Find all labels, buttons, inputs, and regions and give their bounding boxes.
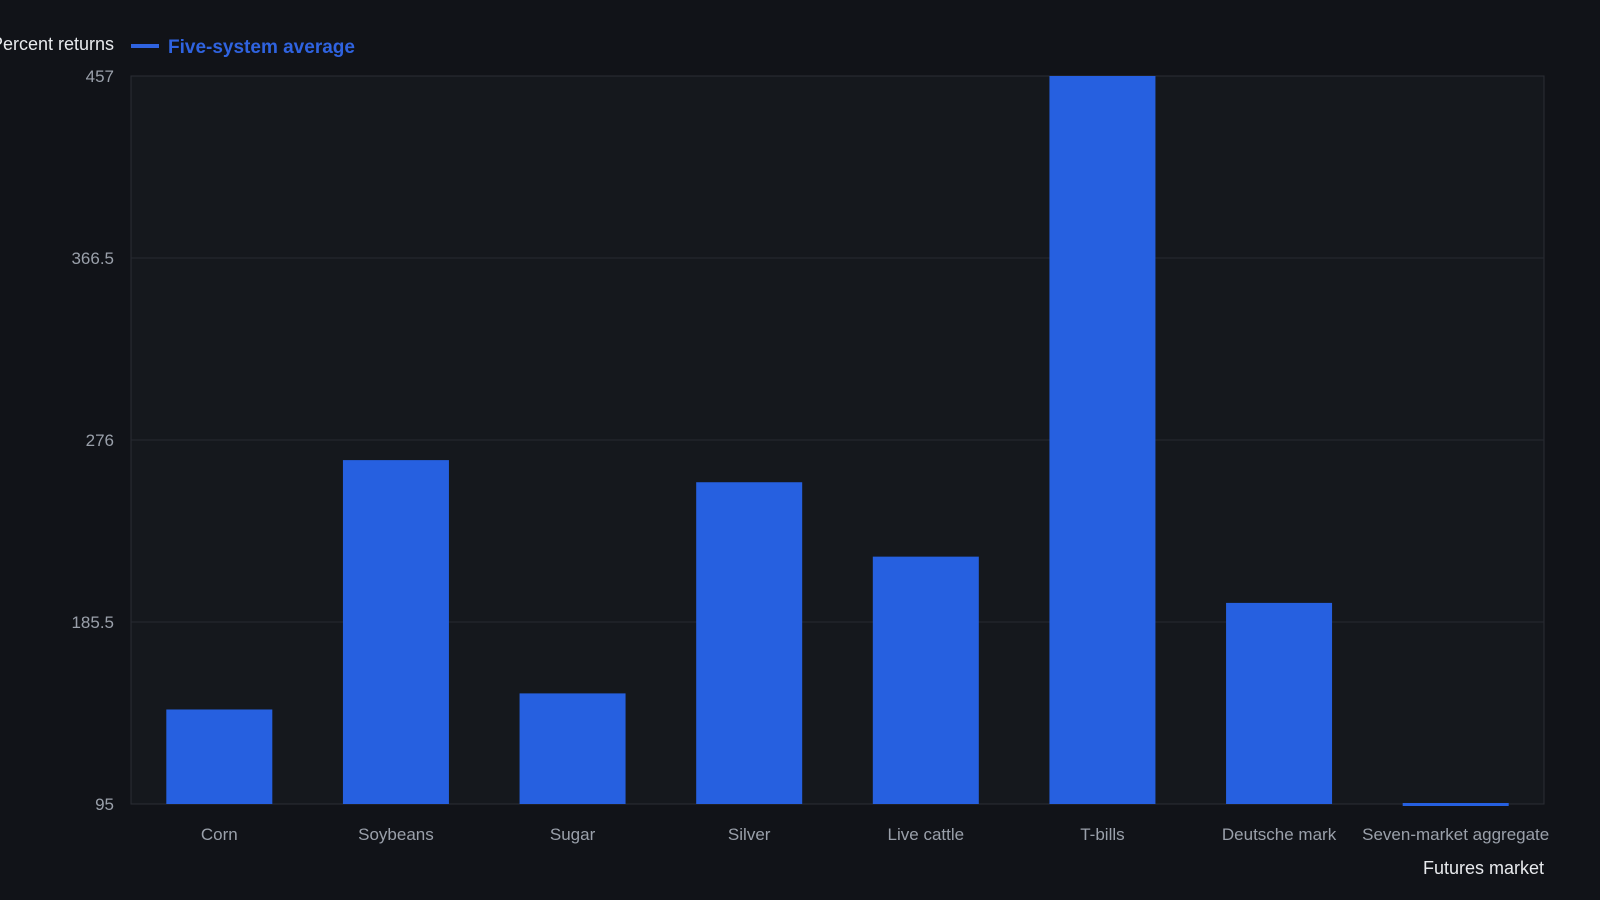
bar-silver[interactable]: [696, 482, 803, 804]
x-category-label: Soybeans: [358, 825, 434, 844]
y-axis-title: Percent returns: [0, 34, 114, 54]
bars: [166, 76, 1509, 806]
y-tick-label: 276: [86, 431, 114, 450]
x-category-label: Live cattle: [888, 825, 965, 844]
bar-corn[interactable]: [166, 709, 273, 804]
x-category-label: Sugar: [550, 825, 596, 844]
x-category-label: Silver: [728, 825, 771, 844]
y-tick-label: 95: [95, 795, 114, 814]
x-category-label: T-bills: [1080, 825, 1124, 844]
x-axis-title: Futures market: [1423, 858, 1544, 878]
bar-t-bills[interactable]: [1049, 76, 1156, 804]
bar-seven-market-aggregate[interactable]: [1402, 803, 1509, 806]
bar-soybeans[interactable]: [342, 460, 449, 804]
legend[interactable]: Five-system average: [131, 37, 355, 58]
x-category-labels: Corn Soybeans Sugar Silver Live cattle T-bill…: [201, 825, 1549, 844]
y-tick-labels: 95 185.5 276 366.5 457: [71, 67, 114, 814]
x-category-label: Corn: [201, 825, 238, 844]
y-tick-label: 185.5: [71, 613, 114, 632]
bar-sugar[interactable]: [519, 693, 626, 804]
legend-label: Five-system average: [168, 37, 355, 58]
y-tick-label: 366.5: [71, 249, 114, 268]
bar-live-cattle[interactable]: [872, 556, 979, 804]
bar-deutsche-mark[interactable]: [1226, 602, 1333, 804]
x-category-label: Seven-market aggregate: [1362, 825, 1549, 844]
y-tick-label: 457: [86, 67, 114, 86]
x-category-label: Deutsche mark: [1222, 825, 1337, 844]
